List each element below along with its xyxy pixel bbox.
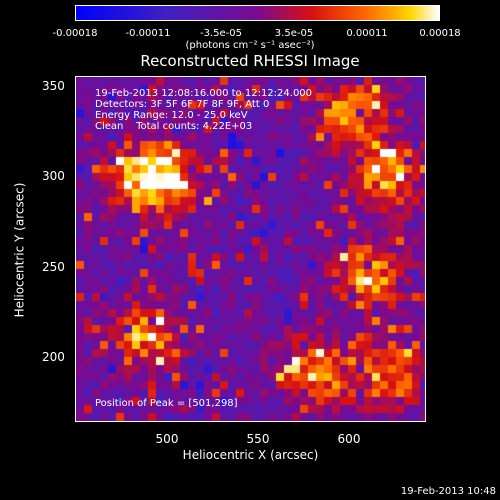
- colorbar-tick-2: -0.00011: [125, 28, 171, 39]
- chart-title: Reconstructed RHESSI Image: [140, 52, 360, 70]
- y-tick-label: 200: [42, 350, 65, 364]
- colorbar-units: (photons cm⁻² s⁻¹ asec⁻²): [185, 40, 315, 51]
- y-tick-label: 300: [42, 169, 65, 183]
- plot-area: 19-Feb-2013 12:08:16.000 to 12:12:24.000…: [75, 76, 426, 422]
- y-axis-label: Heliocentric Y (arcsec): [12, 182, 27, 318]
- colorbar-tick-5: 0.00011: [346, 28, 388, 39]
- annotation-detectors: Detectors: 3F 5F 6F 7F 8F 9F, Att 0: [95, 99, 270, 110]
- colorbar-tick-6: 0.00018: [419, 28, 461, 39]
- annotation-energy-range: Energy Range: 12.0 - 25.0 keV: [95, 110, 248, 121]
- annotation-counts: Clean Total counts: 4.22E+03: [95, 121, 253, 132]
- y-tick-label: 250: [42, 260, 65, 274]
- x-tick-label: 600: [337, 432, 361, 446]
- plot-timestamp: 19-Feb-2013 10:48: [400, 486, 496, 497]
- annotation-peak-position: Position of Peak = [501,298]: [95, 398, 238, 409]
- colorbar: [75, 5, 440, 21]
- x-tick-label: 500: [155, 432, 179, 446]
- heatmap-image: [76, 77, 425, 421]
- colorbar-tick-1: -0.00018: [52, 28, 98, 39]
- colorbar-tick-4: 3.5e-05: [274, 28, 314, 39]
- y-tick-label: 350: [42, 79, 65, 93]
- annotation-time-range: 19-Feb-2013 12:08:16.000 to 12:12:24.000: [95, 88, 313, 99]
- x-tick-label: 550: [246, 432, 270, 446]
- x-axis-label: Heliocentric X (arcsec): [182, 448, 319, 462]
- colorbar-tick-3: -3.5e-05: [200, 28, 242, 39]
